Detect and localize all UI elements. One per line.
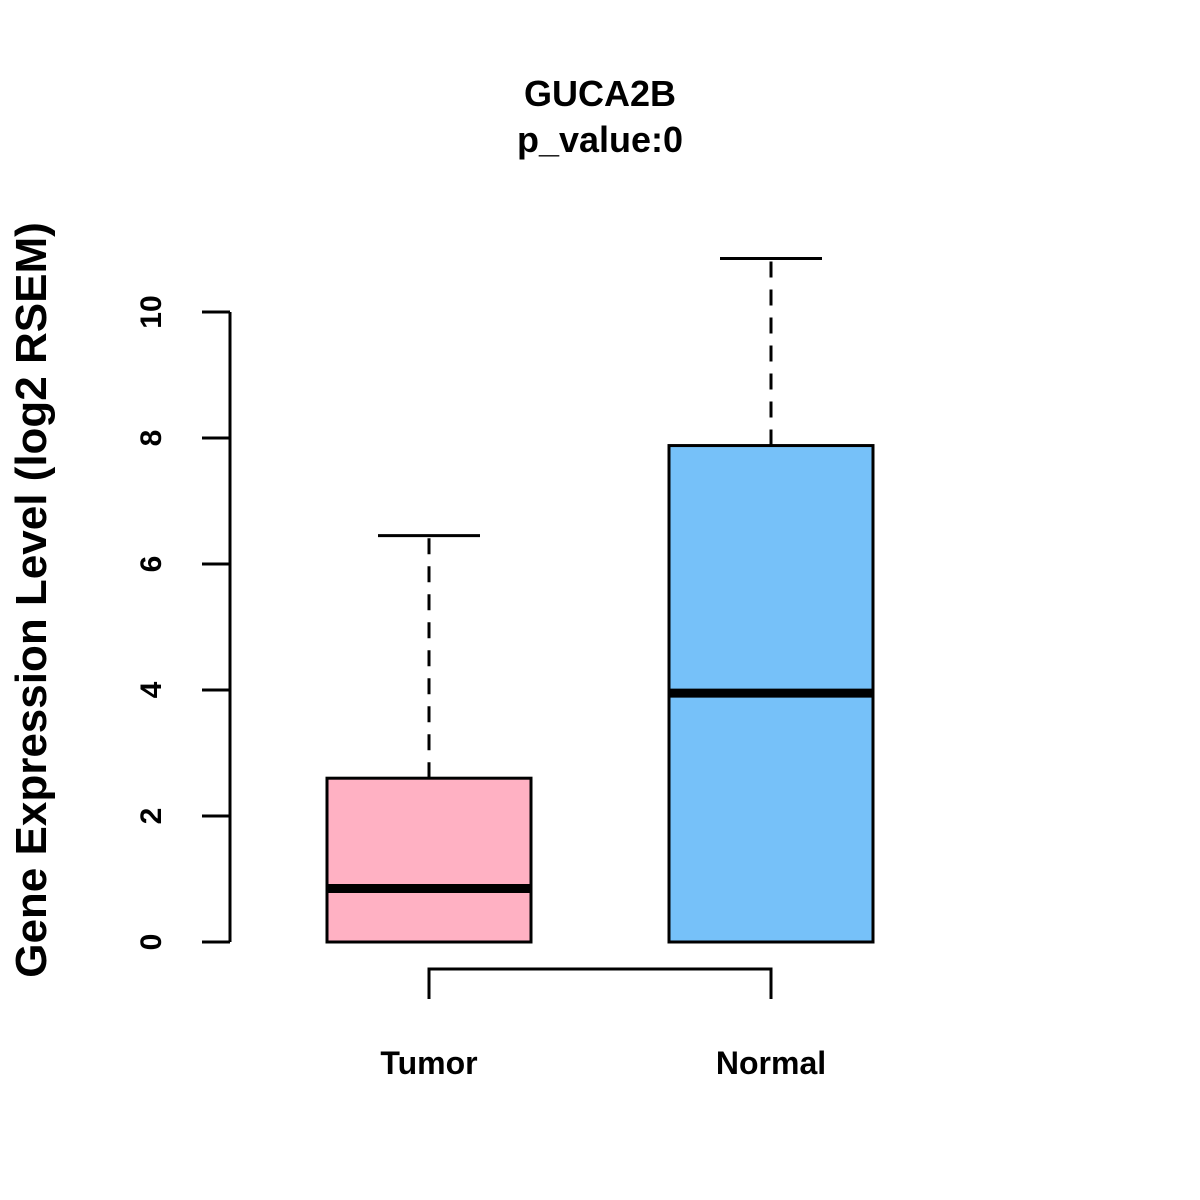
- box-tumor: [325, 534, 533, 944]
- x-axis-labels: Tumor Normal: [380, 1045, 826, 1081]
- box-normal: [667, 256, 875, 944]
- y-axis: 0 2 4 6 8 10: [135, 295, 232, 951]
- x-tick-label: Normal: [716, 1045, 826, 1081]
- y-axis-label: Gene Expression Level (log2 RSEM): [7, 222, 56, 978]
- y-tick-label: 6: [135, 556, 168, 573]
- y-tick-label: 10: [135, 295, 168, 328]
- boxes: [325, 256, 875, 944]
- x-tick-label: Tumor: [380, 1045, 477, 1081]
- chart-title: GUCA2B: [524, 73, 676, 114]
- y-tick-label: 2: [135, 808, 168, 825]
- chart-subtitle: p_value:0: [517, 119, 683, 160]
- y-tick-label: 8: [135, 430, 168, 447]
- y-tick-label: 0: [135, 934, 168, 951]
- comparison-bracket: [427, 967, 773, 999]
- y-tick-label: 4: [135, 681, 168, 698]
- bracket-line: [427, 967, 773, 999]
- iqr-box: [325, 776, 533, 944]
